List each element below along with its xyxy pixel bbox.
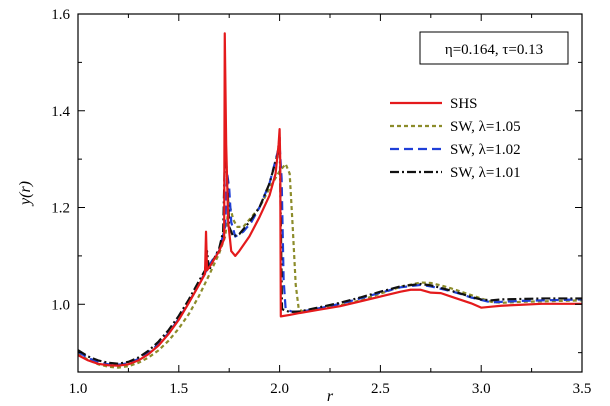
- x-tick-label-5: 3.5: [573, 381, 592, 397]
- y-tick-label-1: 1.2: [51, 201, 70, 217]
- series-line-3: [78, 136, 582, 365]
- series-line-1: [78, 162, 582, 369]
- x-tick-label-1: 1.5: [169, 381, 188, 397]
- annotation-frame: [419, 31, 569, 65]
- annotation-box: η=0.164, τ=0.13: [419, 31, 569, 65]
- series-layer: [78, 32, 582, 369]
- legend-label-3: SW, λ=1.01: [450, 165, 521, 181]
- legend-label-1: SW, λ=1.05: [450, 119, 521, 135]
- y-tick-label-3: 1.6: [51, 7, 70, 23]
- legend: SHS SW, λ=1.05 SW, λ=1.02 SW, λ=1.01: [390, 96, 521, 181]
- x-axis-title: r: [327, 388, 334, 405]
- labels-layer: 1.0 1.5 2.0 2.5 3.0 3.5 1.0 1.2 1.4 1.6: [51, 7, 591, 397]
- y-tick-label-2: 1.4: [51, 104, 70, 120]
- x-tick-label-4: 3.0: [472, 381, 491, 397]
- ticks-layer: [77, 13, 583, 372]
- x-tick-label-0: 1.0: [69, 381, 88, 397]
- annotation-text: η=0.164, τ=0.13: [445, 42, 543, 58]
- y-axis-title: y(r): [17, 181, 34, 207]
- y-tick-label-0: 1.0: [51, 297, 70, 313]
- series-line-0: [78, 32, 582, 367]
- x-tick-label-3: 2.5: [371, 381, 390, 397]
- legend-label-0: SHS: [450, 96, 478, 112]
- plot-frame: [77, 13, 583, 373]
- legend-label-2: SW, λ=1.02: [450, 142, 521, 158]
- x-tick-label-2: 2.0: [270, 381, 289, 397]
